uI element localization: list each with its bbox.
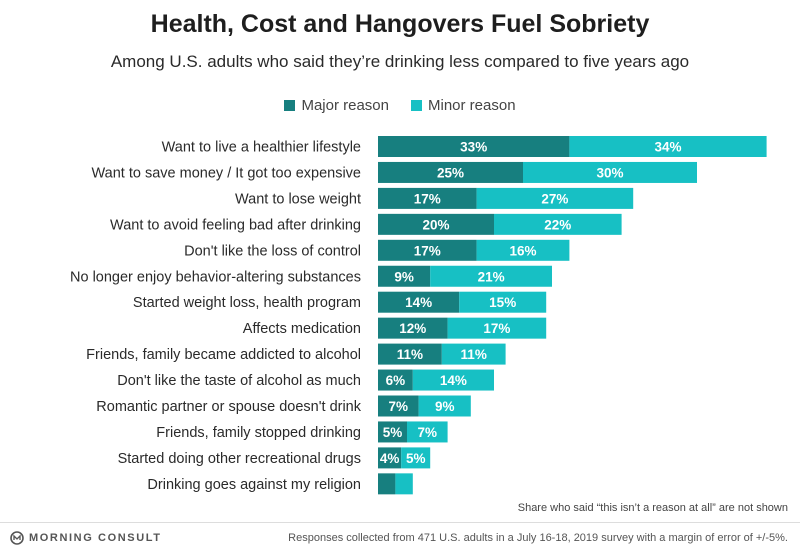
brand-name: MORNING CONSULT [29,532,162,544]
category-label: Friends, family stopped drinking [156,425,361,441]
bar-major [378,421,407,443]
data-label-minor: 21% [478,269,505,284]
bar-major [378,343,442,365]
category-label: Affects medication [243,321,361,337]
data-label-major: 33% [460,140,487,155]
data-label-minor: 22% [544,217,571,232]
data-label-minor: 16% [509,243,536,258]
data-label-minor: 9% [435,399,455,414]
bar-minor [459,291,547,313]
category-label: No longer enjoy behavior-altering substa… [70,269,361,285]
data-label-major: 11% [397,347,423,362]
legend: Major reason Minor reason [0,97,800,114]
legend-label-major: Major reason [301,97,389,114]
data-label-major: 17% [414,243,441,258]
data-label-minor: 30% [596,165,623,180]
category-label: Want to save money / It got too expensiv… [92,165,361,181]
category-label: Romantic partner or spouse doesn't drink [96,399,361,415]
legend-item-major: Major reason [284,97,389,114]
bar-major [378,213,494,235]
category-label: Friends, family became addicted to alcoh… [86,347,361,363]
bar-minor [476,187,634,209]
data-label-major: 7% [389,399,409,414]
bar-minor [395,473,413,495]
data-label-major: 12% [399,321,426,336]
legend-swatch-minor [411,100,422,111]
bar-minor [418,395,471,417]
bar-major [378,369,413,391]
bar-major [378,161,523,183]
bar-major [378,317,448,339]
data-label-minor: 34% [654,140,681,155]
footnote: Share who said “this isn’t a reason at a… [517,502,788,514]
data-label-major: 14% [405,295,432,310]
bar-major [378,395,419,417]
category-label: Want to avoid feeling bad after drinking [110,217,361,233]
source-note: Responses collected from 471 U.S. adults… [288,532,788,544]
data-label-major: 9% [394,269,414,284]
category-label: Want to live a healthier lifestyle [162,140,361,156]
legend-item-minor: Minor reason [411,97,516,114]
bar-major [378,239,477,261]
morning-consult-logo-icon [10,531,24,545]
data-label-minor: 27% [541,191,568,206]
data-label-major: 5% [383,425,403,440]
data-label-minor: 15% [489,295,516,310]
bar-minor [401,447,431,469]
data-label-minor: 11% [461,347,487,362]
brand: MORNING CONSULT [10,531,162,545]
data-label-minor: 7% [418,425,438,440]
category-label: Want to lose weight [235,191,361,207]
category-label: Started doing other recreational drugs [118,451,361,467]
data-label-major: 4% [380,451,400,466]
bar-major [378,447,402,469]
bar-minor [430,265,552,287]
category-label: Don't like the loss of control [184,243,361,259]
bar-minor [476,239,570,261]
bar-minor [441,343,506,365]
chart-subtitle: Among U.S. adults who said they’re drink… [110,52,690,71]
bar-minor [407,421,448,443]
bar-major [378,187,477,209]
bar-major [378,473,396,495]
data-label-minor: 5% [406,451,426,466]
data-label-minor: 17% [483,321,510,336]
bar-chart: Want to live a healthier lifestyle 33% 34%… [70,136,767,495]
data-label-major: 6% [386,373,406,388]
data-label-major: 25% [437,165,464,180]
legend-label-minor: Minor reason [428,97,516,114]
bar-major [378,136,570,157]
bar-major [378,265,431,287]
legend-swatch-major [284,100,296,111]
bar-minor [523,161,697,183]
footer-divider [0,522,800,523]
bar-minor [447,317,547,339]
data-label-major: 17% [414,191,441,206]
data-label-minor: 14% [440,373,467,388]
category-label: Don't like the taste of alcohol as much [117,373,361,389]
category-label: Started weight loss, health program [133,295,361,311]
data-label-major: 20% [422,217,449,232]
category-label: Drinking goes against my religion [147,477,361,493]
bar-minor [412,369,494,391]
chart-title: Health, Cost and Hangovers Fuel Sobriety [150,10,650,38]
bar-major [378,291,460,313]
bar-minor [569,136,767,157]
bar-minor [494,213,622,235]
